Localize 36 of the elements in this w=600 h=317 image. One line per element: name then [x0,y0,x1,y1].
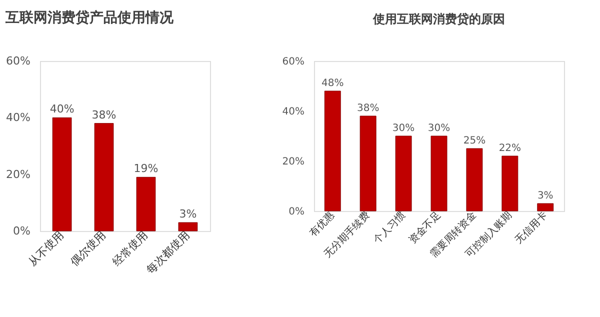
y-tick-label: 20% [6,168,30,181]
bar [466,148,483,212]
data-label: 30% [428,123,450,134]
y-tick-label: 0% [288,206,304,218]
y-tick-label: 60% [6,54,30,68]
x-tick-label: 有优惠 [307,209,337,239]
y-tick-label: 20% [282,156,304,168]
bar [395,136,412,212]
y-tick-label: 40% [282,106,304,118]
bar [430,136,448,212]
bar [52,117,72,232]
bar [502,156,518,212]
bar [136,176,156,232]
y-tick-label: 40% [6,111,30,124]
data-label: 25% [463,136,486,146]
x-tick-label: 偶尔使用 [68,228,108,269]
data-label: 40% [50,102,74,116]
y-tick-label: 60% [282,56,304,68]
bar [324,90,341,212]
data-label: 38% [356,103,380,114]
x-tick-label: 个人习惯 [371,209,408,246]
data-label: 19% [134,162,158,176]
bar [94,123,114,232]
chart-title: 使用互联网消费贷的原因 [372,12,505,26]
chart-title: 互联网消费贷产品使用情况 [4,9,175,26]
bar [178,222,198,232]
data-label: 22% [498,143,522,154]
data-label: 3% [537,190,554,202]
bar [537,203,554,212]
data-label: 3% [179,208,197,220]
data-label: 38% [92,108,116,122]
data-label: 48% [322,78,344,89]
x-tick-label: 无信用卡 [512,209,550,246]
data-label: 30% [392,123,415,134]
y-tick-label: 0% [13,224,30,238]
bar [360,116,376,212]
